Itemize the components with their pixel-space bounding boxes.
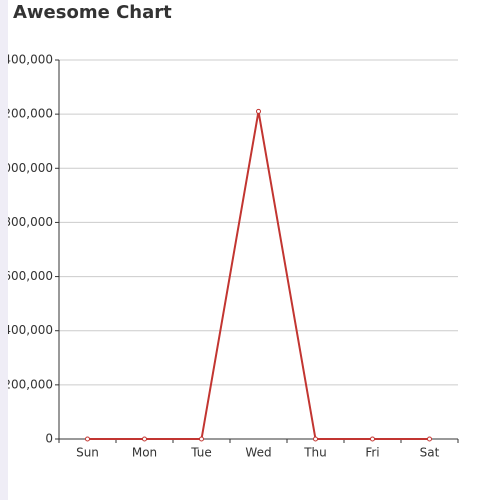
line (87, 111, 430, 440)
x-tick-label: Thu (303, 446, 327, 460)
point (256, 108, 261, 114)
y-tick-label: 800,000 (8, 215, 53, 229)
x-tick-label: Fri (365, 446, 379, 460)
x-tick-label: Sun (76, 446, 99, 460)
y-tick-label: 1,400,000 (8, 53, 53, 67)
x-tick-label: Mon (132, 446, 157, 460)
chart: Awesome Chart 0 200,000 400,000 600,000 800,… (8, 2, 459, 460)
point (370, 436, 375, 442)
chart-title: Awesome Chart (13, 2, 172, 23)
x-tick-label: Tue (190, 446, 212, 460)
x-tick-label: Sat (420, 446, 440, 460)
y-tick-label: 400,000 (8, 323, 53, 337)
y-tick-label: 0 (45, 432, 53, 446)
point (199, 436, 204, 442)
y-tick-label: 200,000 (8, 377, 53, 391)
point (142, 436, 147, 442)
y-tick-label: 600,000 (8, 269, 53, 283)
y-tick-label: 1,200,000 (8, 107, 53, 121)
x-tick-label: Wed (245, 446, 271, 460)
y-tick-label: 1,000,000 (8, 161, 53, 175)
point (427, 436, 432, 442)
point (85, 436, 90, 442)
side-strip (0, 0, 8, 500)
point (313, 436, 318, 442)
